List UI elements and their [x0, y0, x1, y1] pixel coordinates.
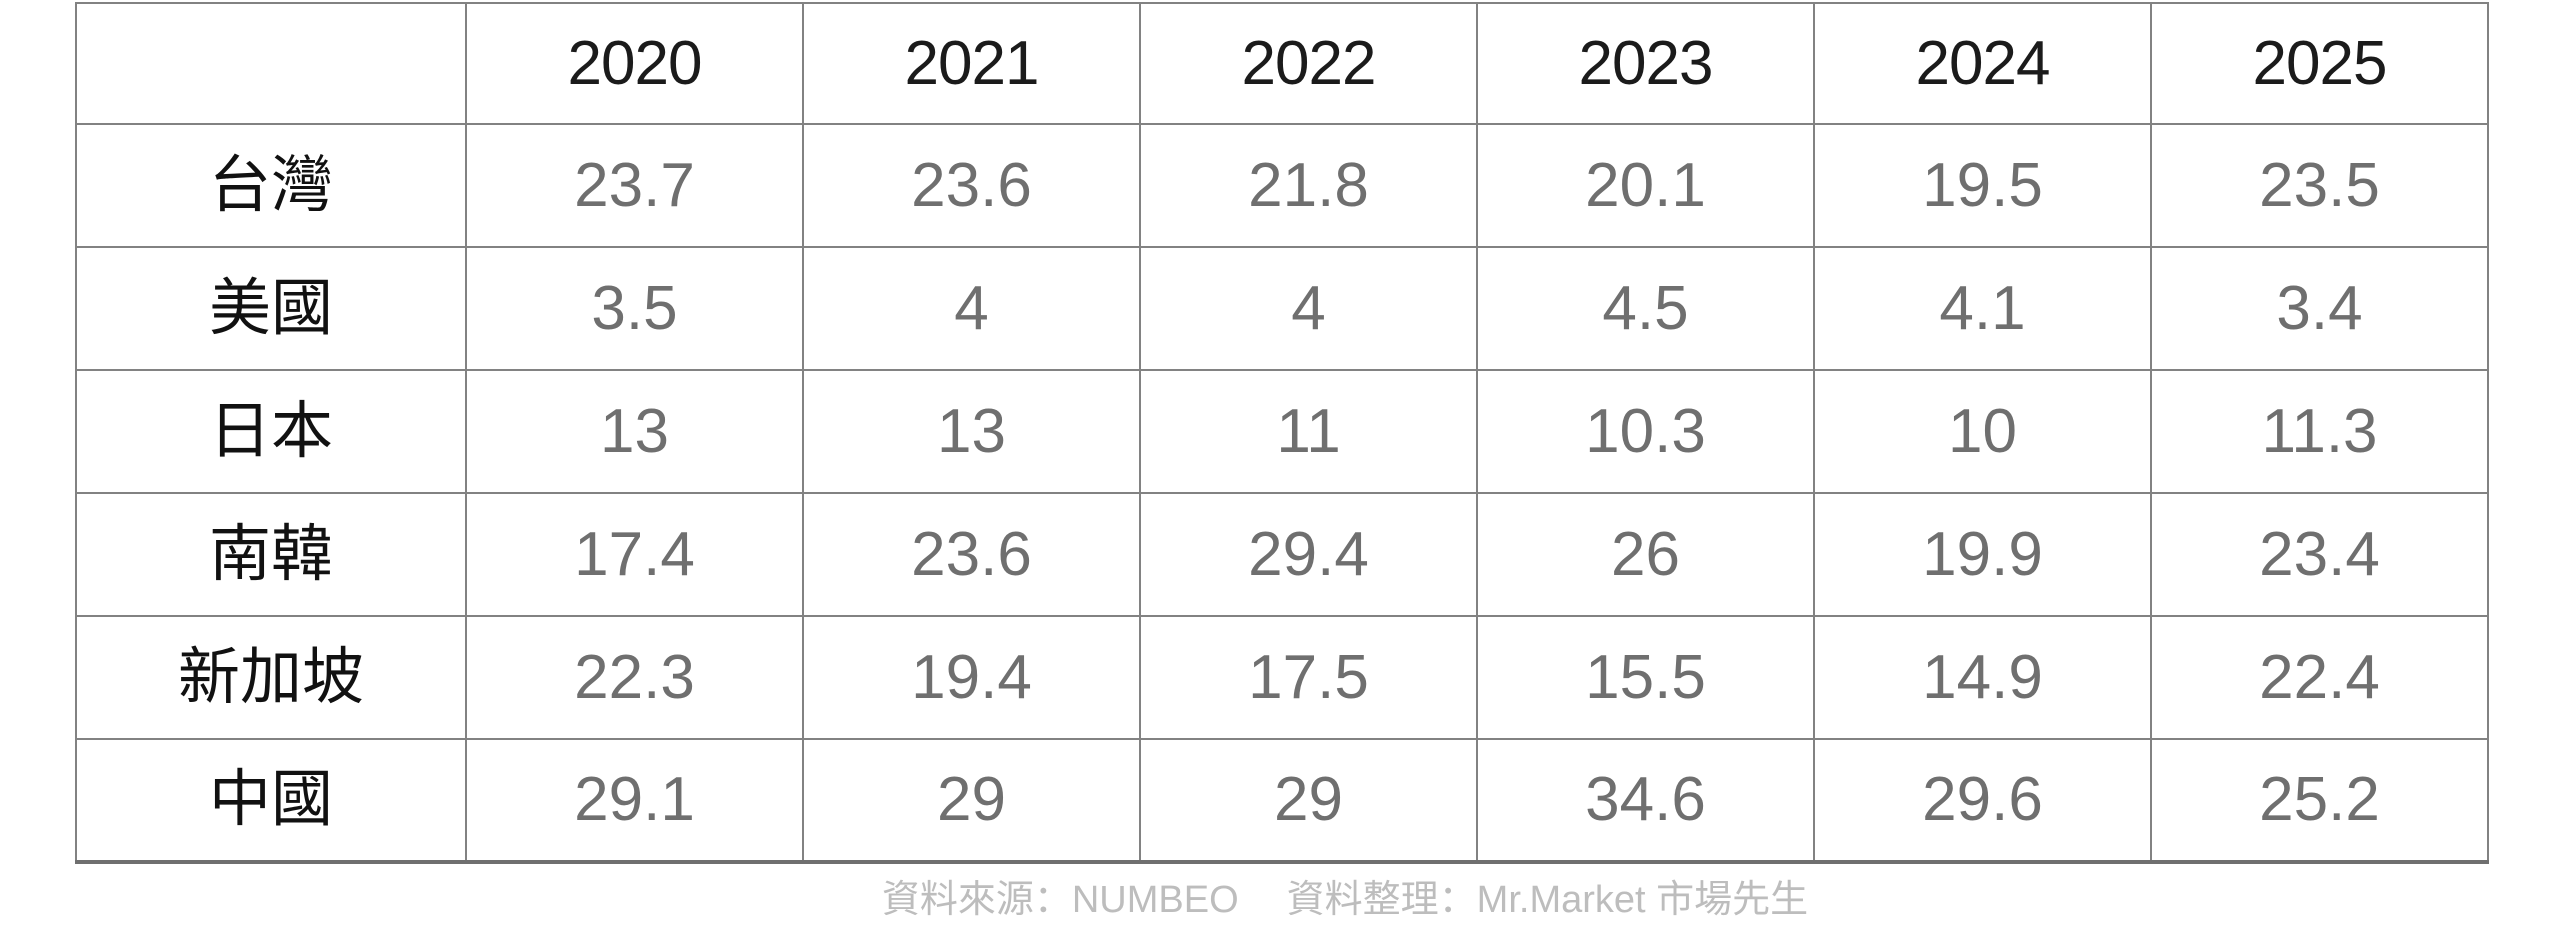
table-cell: 26 [1476, 492, 1815, 617]
table-row-south-korea: 南韓 17.4 23.6 29.4 26 19.9 23.4 [75, 492, 2489, 617]
table-cell: 11 [1139, 369, 1478, 494]
data-source-caption: 資料來源：NUMBEO 資料整理：Mr.Market 市場先生 [65, 879, 2560, 923]
row-label-taiwan: 台灣 [75, 123, 467, 248]
table-cell: 29.4 [1139, 492, 1478, 617]
table-cell: 11.3 [2150, 369, 2489, 494]
table-cell: 4.1 [1813, 246, 2152, 371]
column-header-2023: 2023 [1476, 2, 1815, 125]
table-cell: 29 [1139, 738, 1478, 863]
table-cell: 14.9 [1813, 615, 2152, 740]
table-cell: 13 [465, 369, 804, 494]
table-cell: 10 [1813, 369, 2152, 494]
source-label: 資料來源： [881, 879, 1072, 921]
table-row-singapore: 新加坡 22.3 19.4 17.5 15.5 14.9 22.4 [75, 615, 2489, 740]
table-cell: 3.5 [465, 246, 804, 371]
table-cell: 34.6 [1476, 738, 1815, 863]
table-row-usa: 美國 3.5 4 4 4.5 4.1 3.4 [75, 246, 2489, 371]
table-cell: 4 [802, 246, 1141, 371]
column-header-2024: 2024 [1813, 2, 2152, 125]
table-cell: 3.4 [2150, 246, 2489, 371]
table-cell: 23.7 [465, 123, 804, 248]
column-header-2021: 2021 [802, 2, 1141, 125]
table-cell: 10.3 [1476, 369, 1815, 494]
row-label-usa: 美國 [75, 246, 467, 371]
column-header-2020: 2020 [465, 2, 804, 125]
table-cell: 17.5 [1139, 615, 1478, 740]
table-row-china: 中國 29.1 29 29 34.6 29.6 25.2 [75, 738, 2489, 863]
table-cell: 22.3 [465, 615, 804, 740]
table-cell: 23.4 [2150, 492, 2489, 617]
table-cell: 13 [802, 369, 1141, 494]
table-cell: 19.4 [802, 615, 1141, 740]
row-label-japan: 日本 [75, 369, 467, 494]
table-cell: 4.5 [1476, 246, 1815, 371]
compiled-by-label: 資料整理： [1286, 879, 1477, 921]
table-cell: 23.6 [802, 123, 1141, 248]
table-cell: 29.6 [1813, 738, 2152, 863]
table-cell: 29.1 [465, 738, 804, 863]
source-value: NUMBEO [1071, 879, 1239, 921]
table-cell: 21.8 [1139, 123, 1478, 248]
table-cell: 19.5 [1813, 123, 2152, 248]
comparison-table-container: 2020 2021 2022 2023 2024 2025 台灣 23.7 23… [75, 2, 2489, 864]
column-header-2025: 2025 [2150, 2, 2489, 125]
table-cell: 19.9 [1813, 492, 2152, 617]
table-cell: 15.5 [1476, 615, 1815, 740]
column-header-2022: 2022 [1139, 2, 1478, 125]
table-cell: 29 [802, 738, 1141, 863]
row-label-singapore: 新加坡 [75, 615, 467, 740]
table-cell: 23.5 [2150, 123, 2489, 248]
row-label-south-korea: 南韓 [75, 492, 467, 617]
row-label-china: 中國 [75, 738, 467, 863]
header-row: 2020 2021 2022 2023 2024 2025 [75, 2, 2489, 125]
table-cell: 17.4 [465, 492, 804, 617]
country-year-data-table: 2020 2021 2022 2023 2024 2025 台灣 23.7 23… [75, 2, 2489, 864]
table-cell: 22.4 [2150, 615, 2489, 740]
table-cell: 4 [1139, 246, 1478, 371]
table-cell: 20.1 [1476, 123, 1815, 248]
table-cell: 23.6 [802, 492, 1141, 617]
corner-empty-cell [75, 2, 467, 125]
compiled-by-value: Mr.Market 市場先生 [1476, 879, 1809, 921]
table-row-taiwan: 台灣 23.7 23.6 21.8 20.1 19.5 23.5 [75, 123, 2489, 248]
table-row-japan: 日本 13 13 11 10.3 10 11.3 [75, 369, 2489, 494]
table-cell: 25.2 [2150, 738, 2489, 863]
